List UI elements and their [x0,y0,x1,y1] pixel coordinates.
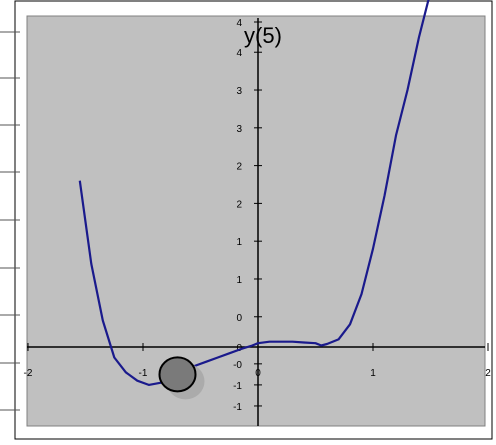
x-tick-label: 1 [370,368,376,379]
x-tick-label: -2 [24,368,33,379]
y-tick-label: 2 [236,199,242,210]
y-tick-label: 3 [236,124,242,135]
ball-marker [160,357,196,391]
y-tick-label: -0 [233,360,242,371]
x-tick-label: 0 [255,368,261,379]
y-tick-label: 1 [236,275,242,286]
chart-title: y(5) [244,23,282,48]
x-tick-label: 2 [485,368,491,379]
y-tick-label: 3 [236,86,242,97]
y-tick-label: 0 [236,313,242,324]
left-margin-lines [0,32,20,410]
y-tick-label: 4 [236,18,242,29]
x-tick-label: -1 [139,368,148,379]
y-tick-label: 1 [236,237,242,248]
y-tick-label: -1 [233,381,242,392]
y-tick-label: 4 [236,48,242,59]
y-tick-label: -1 [233,402,242,413]
plot-area [27,16,485,426]
y-tick-label: 2 [236,162,242,173]
